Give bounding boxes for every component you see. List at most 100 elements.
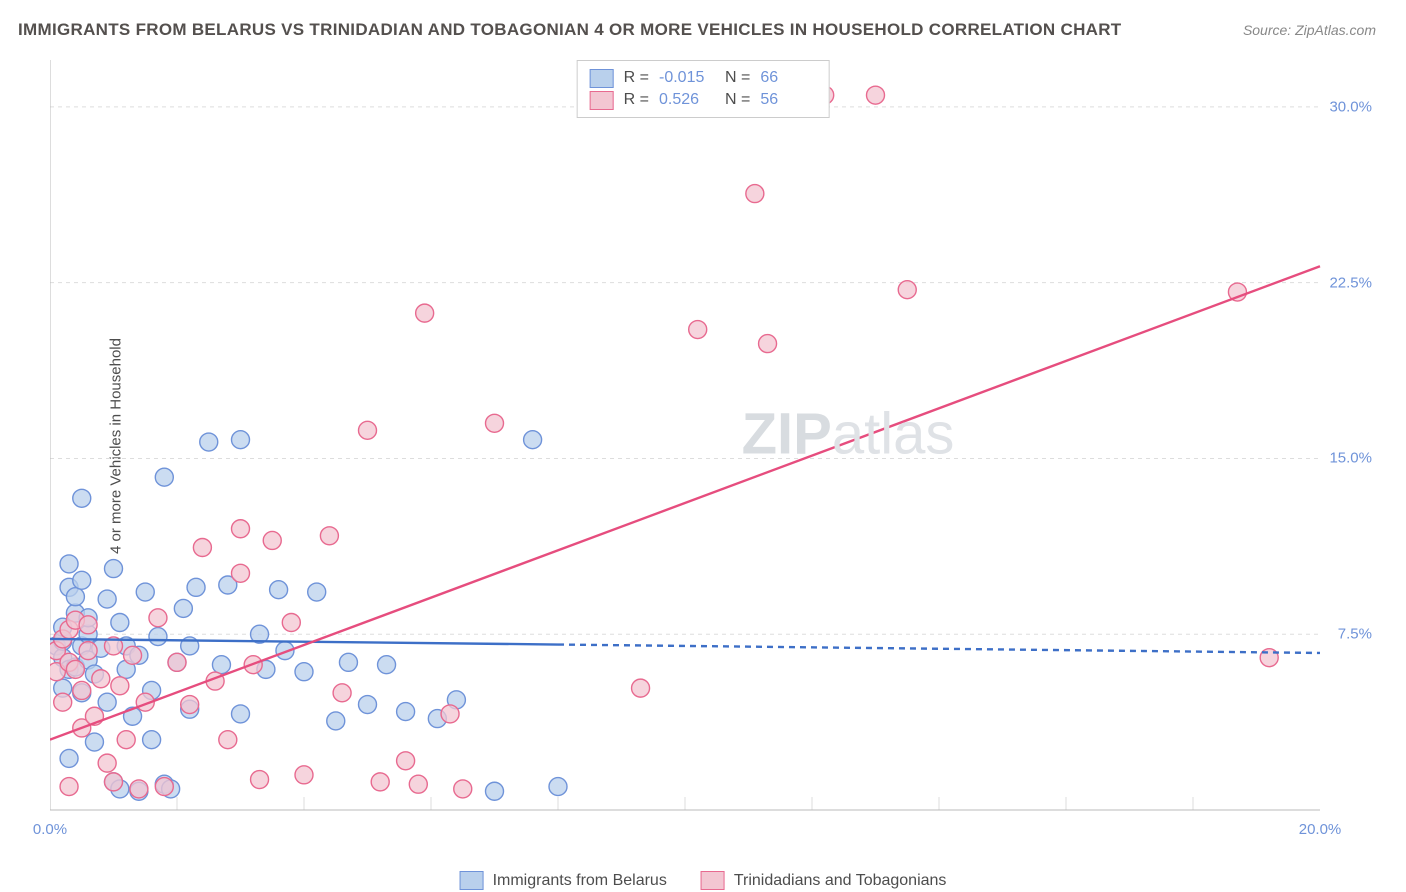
scatter-point	[105, 560, 123, 578]
plot-area: ZIPatlas 7.5%15.0%22.5%30.0%0.0%20.0%	[50, 60, 1380, 840]
scatter-point	[66, 588, 84, 606]
series-legend: Immigrants from Belarus Trinidadians and…	[460, 871, 947, 890]
scatter-point	[200, 433, 218, 451]
scatter-point	[416, 304, 434, 322]
scatter-point	[155, 468, 173, 486]
n-value-trinidad: 56	[760, 89, 816, 111]
scatter-point	[130, 780, 148, 798]
legend-swatch-belarus	[460, 871, 484, 890]
n-label: N =	[725, 89, 750, 111]
scatter-point	[79, 616, 97, 634]
n-label: N =	[725, 67, 750, 89]
scatter-point	[168, 653, 186, 671]
r-label: R =	[624, 67, 649, 89]
legend-item-belarus: Immigrants from Belarus	[460, 871, 667, 890]
y-tick-label: 30.0%	[1329, 98, 1372, 115]
scatter-point	[232, 705, 250, 723]
scatter-point	[441, 705, 459, 723]
scatter-point	[409, 775, 427, 793]
scatter-point	[759, 335, 777, 353]
scatter-point	[193, 539, 211, 557]
r-value-belarus: -0.015	[659, 67, 715, 89]
scatter-point	[155, 778, 173, 796]
scatter-point	[549, 778, 567, 796]
scatter-point	[117, 731, 135, 749]
scatter-point	[174, 599, 192, 617]
y-tick-label: 15.0%	[1329, 450, 1372, 467]
scatter-point	[524, 431, 542, 449]
scatter-point	[295, 663, 313, 681]
scatter-point	[219, 731, 237, 749]
scatter-point	[73, 489, 91, 507]
scatter-point	[212, 656, 230, 674]
scatter-point	[79, 642, 97, 660]
scatter-point	[333, 684, 351, 702]
correlation-legend: R = -0.015 N = 66 R = 0.526 N = 56	[577, 60, 830, 118]
scatter-point	[66, 660, 84, 678]
scatter-point	[143, 731, 161, 749]
scatter-point	[124, 646, 142, 664]
scatter-point	[85, 733, 103, 751]
legend-item-trinidad: Trinidadians and Tobagonians	[701, 871, 947, 890]
y-tick-label: 7.5%	[1338, 626, 1372, 643]
source-label: Source: ZipAtlas.com	[1243, 22, 1376, 38]
scatter-point	[232, 564, 250, 582]
legend-row-belarus: R = -0.015 N = 66	[590, 67, 817, 89]
scatter-point	[898, 281, 916, 299]
scatter-point	[359, 421, 377, 439]
scatter-point	[181, 696, 199, 714]
scatter-point	[397, 703, 415, 721]
scatter-point	[339, 653, 357, 671]
scatter-point	[378, 656, 396, 674]
trend-line-dashed	[558, 645, 1320, 653]
r-value-trinidad: 0.526	[659, 89, 715, 111]
scatter-point	[98, 693, 116, 711]
legend-row-trinidad: R = 0.526 N = 56	[590, 89, 817, 111]
scatter-point	[136, 583, 154, 601]
scatter-point	[320, 527, 338, 545]
n-value-belarus: 66	[760, 67, 816, 89]
legend-label-belarus: Immigrants from Belarus	[493, 872, 667, 890]
scatter-point	[486, 414, 504, 432]
scatter-point	[486, 782, 504, 800]
scatter-point	[282, 614, 300, 632]
scatter-point	[73, 681, 91, 699]
scatter-point	[187, 578, 205, 596]
scatter-point	[60, 555, 78, 573]
watermark-zip: ZIP	[742, 402, 832, 467]
scatter-point	[327, 712, 345, 730]
watermark: ZIPatlas	[742, 401, 955, 468]
scatter-point	[454, 780, 472, 798]
trend-line	[50, 266, 1320, 739]
scatter-point	[308, 583, 326, 601]
scatter-point	[60, 778, 78, 796]
x-tick-label: 20.0%	[1299, 821, 1342, 838]
scatter-point	[232, 520, 250, 538]
scatter-point	[232, 431, 250, 449]
scatter-point	[867, 86, 885, 104]
scatter-point	[251, 771, 269, 789]
scatter-point	[149, 609, 167, 627]
watermark-atlas: atlas	[832, 402, 955, 467]
scatter-chart	[50, 60, 1380, 840]
scatter-point	[60, 749, 78, 767]
scatter-point	[359, 696, 377, 714]
scatter-point	[632, 679, 650, 697]
scatter-point	[98, 754, 116, 772]
scatter-point	[263, 531, 281, 549]
scatter-point	[270, 581, 288, 599]
scatter-point	[73, 571, 91, 589]
scatter-point	[746, 185, 764, 203]
legend-swatch-trinidad	[590, 91, 614, 110]
scatter-point	[295, 766, 313, 784]
x-tick-label: 0.0%	[33, 821, 67, 838]
scatter-point	[689, 321, 707, 339]
legend-swatch-trinidad	[701, 871, 725, 890]
scatter-point	[98, 590, 116, 608]
scatter-point	[397, 752, 415, 770]
scatter-point	[149, 628, 167, 646]
chart-title: IMMIGRANTS FROM BELARUS VS TRINIDADIAN A…	[18, 20, 1121, 40]
legend-label-trinidad: Trinidadians and Tobagonians	[734, 872, 947, 890]
y-tick-label: 22.5%	[1329, 274, 1372, 291]
scatter-point	[111, 614, 129, 632]
